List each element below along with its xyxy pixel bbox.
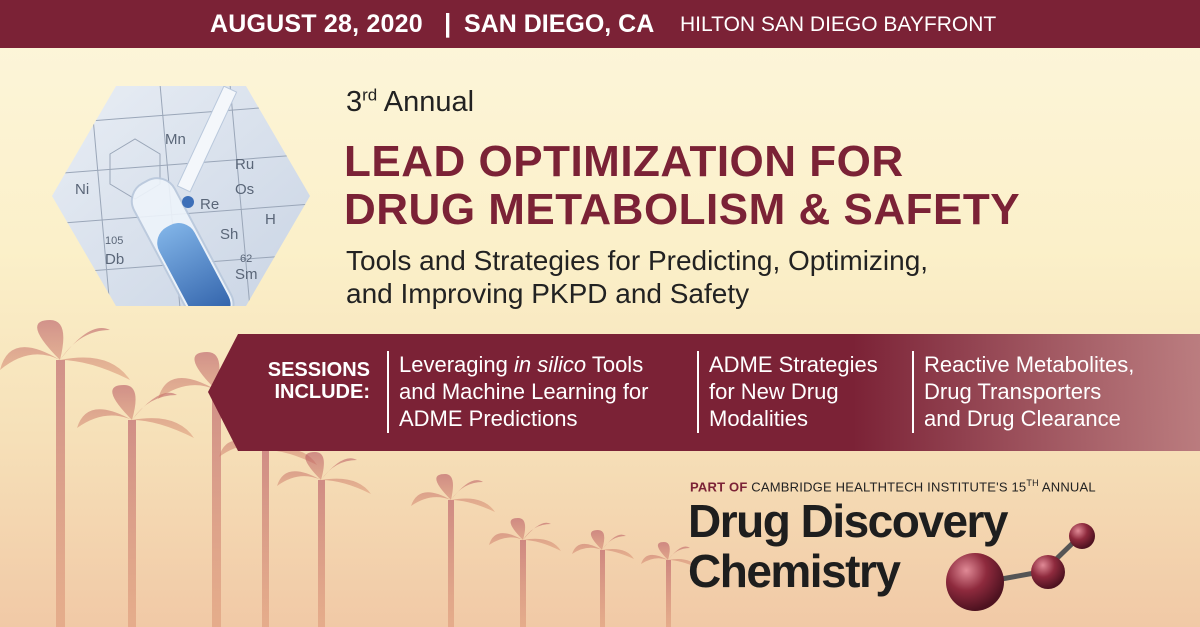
session-text: Tools	[586, 352, 644, 377]
element-label: Ru	[235, 156, 254, 173]
logo-line-1: Drug Discovery	[688, 495, 1009, 547]
element-label: Os	[235, 181, 254, 198]
conference-subtitle: Tools and Strategies for Predicting, Opt…	[346, 244, 1066, 310]
element-label: Re	[200, 196, 219, 213]
session-line: Modalities	[709, 406, 809, 431]
session-line: Leveraging in silico Tools	[399, 351, 649, 378]
session-line: ADME Predictions	[399, 406, 578, 431]
element-label: Sh	[220, 226, 238, 243]
session-line: ADME Strategies	[709, 352, 878, 377]
conference-title: LEAD OPTIMIZATION FOR DRUG METABOLISM & …	[344, 138, 1104, 234]
session-text: Leveraging	[399, 352, 514, 377]
part-of-line: PART OF CAMBRIDGE HEALTHTECH INSTITUTE'S…	[690, 478, 1096, 494]
title-line: DRUG METABOLISM & SAFETY	[344, 185, 1021, 234]
session-line: and Drug Clearance	[924, 406, 1121, 431]
title-line: LEAD OPTIMIZATION FOR	[344, 137, 904, 186]
sessions-label: SESSIONS INCLUDE:	[230, 359, 370, 403]
session-item: Reactive Metabolites, Drug Transporters …	[912, 351, 1134, 433]
event-venue: HILTON SAN DIEGO BAYFRONT	[680, 13, 997, 36]
subtitle-line: Tools and Strategies for Predicting, Opt…	[346, 245, 929, 276]
element-label: Ni	[75, 181, 89, 198]
lab-test-tube-image: Mn Ru Os Ni Re H Sh Db Sm 105 62 Pa	[52, 86, 310, 306]
element-label: H	[265, 211, 276, 228]
session-item: ADME Strategies for New Drug Modalities	[697, 351, 878, 433]
part-of-text: CAMBRIDGE HEALTHTECH INSTITUTE'S 15	[747, 479, 1027, 495]
session-text-italic: in silico	[513, 352, 587, 377]
sessions-label-line: SESSIONS	[267, 359, 370, 381]
session-line: for New Drug	[709, 379, 839, 404]
element-label: Mn	[165, 131, 186, 148]
logo-line-2: Chemistry	[688, 545, 901, 597]
session-line: and Machine Learning for	[399, 379, 649, 404]
element-label: Db	[105, 251, 124, 268]
part-of-sup: TH	[1026, 478, 1039, 488]
part-of-text: ANNUAL	[1038, 479, 1096, 495]
session-line: Reactive Metabolites,	[924, 352, 1135, 377]
session-item: Leveraging in silico Tools and Machine L…	[387, 351, 649, 433]
subtitle-line: and Improving PKPD and Safety	[346, 278, 750, 309]
edition-label: 3rd Annual	[346, 86, 474, 119]
sessions-label-line: INCLUDE:	[274, 381, 370, 403]
element-label: Sm	[235, 266, 258, 283]
molecule-icon	[946, 523, 1095, 611]
separator: |	[444, 8, 452, 38]
edition-suffix: rd	[362, 85, 378, 105]
element-label: 62	[240, 253, 252, 265]
palm-trees-illustration	[0, 320, 698, 627]
element-label: 105	[105, 235, 123, 247]
sessions-band	[208, 334, 1200, 451]
event-city: SAN DIEGO, CA	[464, 10, 655, 38]
edition-text: Annual	[383, 86, 475, 118]
session-line: Drug Transporters	[924, 379, 1102, 404]
part-of-bold: PART OF	[690, 479, 748, 495]
event-date: AUGUST 28, 2020	[210, 10, 423, 38]
edition-number: 3	[346, 86, 363, 118]
event-info-bar: AUGUST 28, 2020 | SAN DIEGO, CA HILTON S…	[0, 0, 1200, 48]
